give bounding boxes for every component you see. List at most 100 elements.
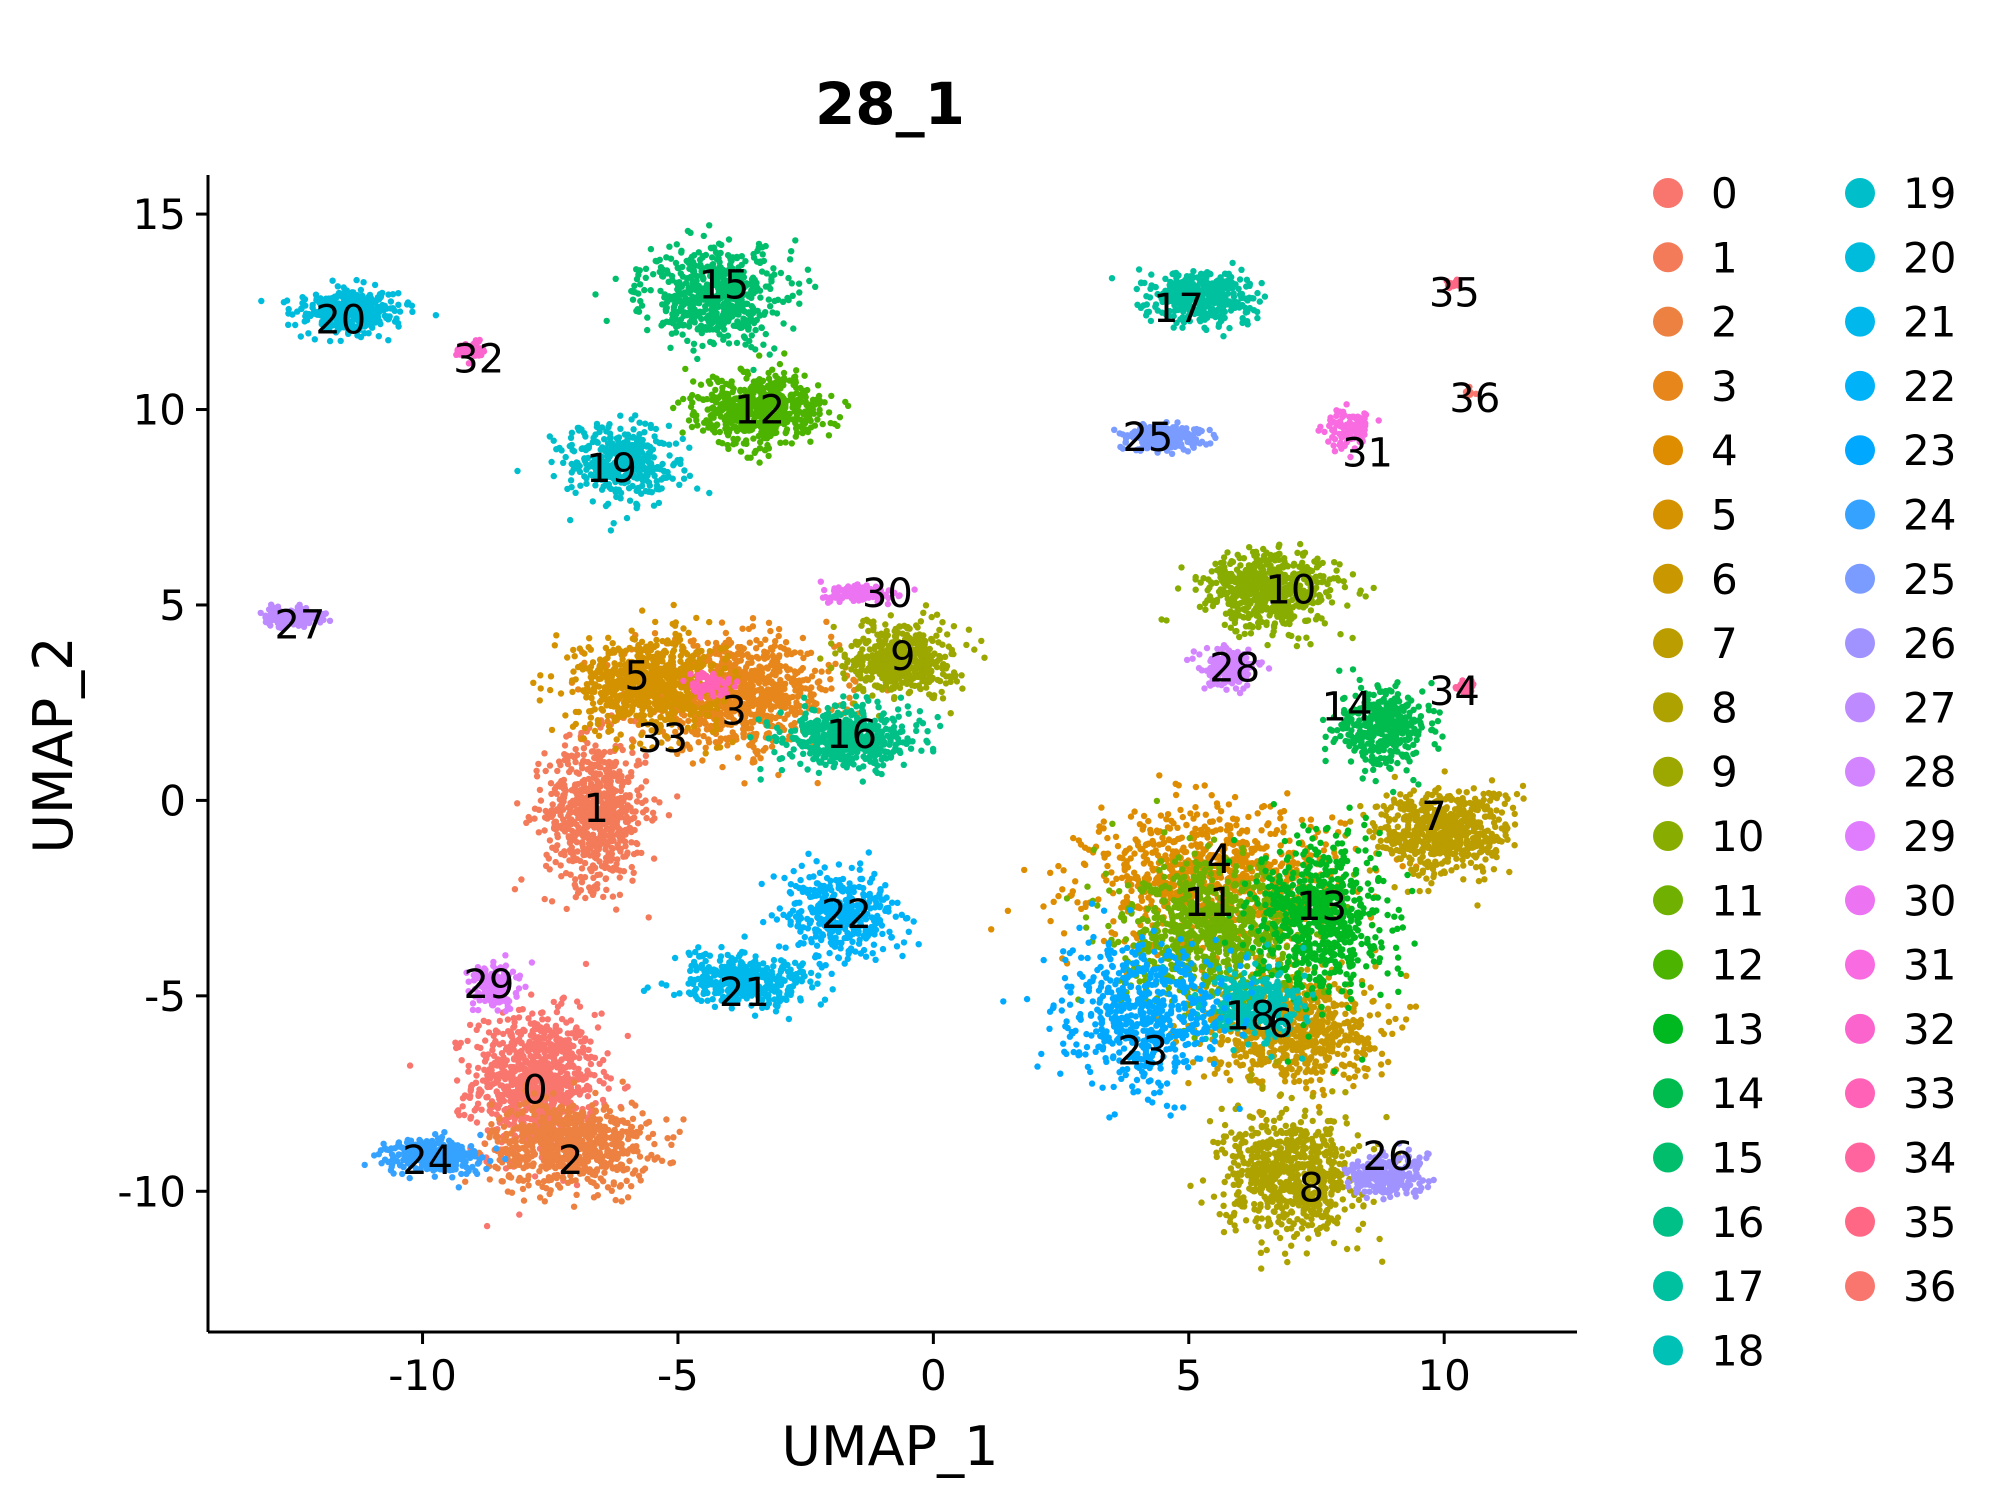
point — [749, 615, 757, 622]
point — [1340, 1051, 1348, 1058]
point — [554, 831, 561, 838]
point — [471, 1107, 478, 1114]
point — [777, 681, 784, 689]
point — [649, 1130, 657, 1138]
point — [604, 1050, 611, 1057]
point — [652, 680, 659, 687]
point — [749, 673, 756, 680]
point — [740, 645, 747, 652]
point — [1100, 825, 1107, 832]
point — [799, 664, 806, 672]
point — [613, 860, 620, 868]
point — [541, 1075, 548, 1083]
point — [533, 773, 541, 780]
point — [541, 814, 549, 821]
point — [516, 1145, 523, 1152]
point — [564, 654, 571, 661]
point — [706, 648, 714, 655]
point — [548, 726, 556, 734]
point — [610, 1181, 617, 1188]
point — [547, 1147, 555, 1155]
point — [535, 760, 542, 768]
point — [473, 1072, 480, 1079]
point — [614, 831, 621, 838]
point — [575, 830, 582, 837]
point — [1123, 861, 1130, 868]
point — [1179, 813, 1187, 821]
point — [609, 1150, 616, 1158]
point — [702, 744, 709, 751]
point — [1185, 1079, 1192, 1087]
point — [716, 744, 724, 751]
point — [1004, 907, 1012, 914]
point — [575, 708, 582, 716]
point — [490, 1032, 497, 1040]
point — [665, 812, 673, 819]
point — [524, 1072, 531, 1080]
point — [603, 767, 611, 774]
point — [557, 1097, 564, 1104]
point — [706, 618, 713, 626]
point — [1273, 827, 1281, 834]
point — [542, 1054, 549, 1061]
point — [459, 1103, 466, 1110]
point — [546, 762, 554, 769]
point — [671, 622, 679, 629]
point — [800, 654, 807, 662]
point — [585, 1055, 592, 1062]
point — [517, 1090, 524, 1097]
point — [546, 1190, 553, 1198]
point — [555, 758, 563, 765]
point — [1226, 822, 1234, 829]
point — [531, 1074, 538, 1081]
point — [694, 731, 701, 738]
point — [1307, 816, 1315, 823]
point — [628, 828, 635, 836]
point — [527, 1052, 534, 1060]
point — [1122, 899, 1129, 906]
point — [603, 886, 610, 893]
point — [619, 808, 627, 816]
point — [1147, 826, 1154, 834]
point — [596, 698, 604, 706]
point — [774, 658, 781, 665]
point — [1114, 842, 1122, 850]
point — [1231, 793, 1239, 801]
point — [822, 687, 829, 694]
point — [577, 873, 585, 881]
point — [544, 809, 551, 816]
point — [740, 734, 747, 741]
point — [492, 1133, 500, 1141]
point — [1147, 860, 1154, 867]
point — [630, 869, 637, 876]
point — [1075, 837, 1083, 844]
point — [624, 1032, 631, 1040]
point — [630, 850, 638, 858]
point — [559, 816, 567, 823]
point — [596, 1156, 604, 1164]
point — [1095, 896, 1102, 903]
point — [458, 1057, 465, 1064]
point — [568, 766, 575, 773]
point — [600, 1056, 607, 1064]
point — [554, 767, 561, 775]
point — [644, 1155, 651, 1162]
point — [573, 839, 581, 846]
point — [594, 1024, 602, 1031]
point — [588, 679, 595, 686]
point — [533, 1127, 540, 1134]
point — [1137, 846, 1144, 853]
point — [624, 818, 632, 826]
point — [672, 641, 679, 648]
point — [658, 697, 665, 704]
point — [592, 742, 599, 749]
point — [638, 849, 645, 857]
point — [591, 836, 598, 844]
point — [592, 1089, 599, 1097]
point — [589, 700, 597, 707]
point — [550, 998, 557, 1006]
point — [747, 725, 755, 732]
point — [574, 848, 581, 855]
point — [1123, 893, 1131, 901]
point — [1070, 834, 1077, 842]
